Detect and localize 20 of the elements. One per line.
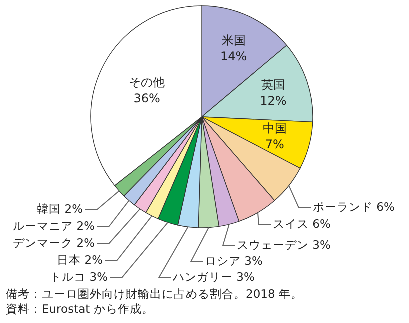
slice-label: トルコ 3% <box>50 270 108 284</box>
slice-label: その他 <box>129 75 166 90</box>
slice-label: スウェーデン 3% <box>237 238 331 252</box>
slice-label: ハンガリー 3% <box>172 270 255 284</box>
slice-label: 中国 <box>262 122 287 136</box>
slice-label: 日本 2% <box>57 253 104 267</box>
data-label: 36% <box>134 91 160 106</box>
slice-label: 米国 <box>222 34 246 48</box>
slice-label: ロシア 3% <box>205 254 263 268</box>
data-label: 12% <box>260 94 287 108</box>
slice-label: ルーマニア 2% <box>13 219 96 233</box>
slice-label: 英国 <box>261 78 286 92</box>
text: 資料：Eurostat から作成。 <box>6 302 154 316</box>
data-label: 14% <box>220 50 248 64</box>
slice-label: 韓国 2% <box>37 202 84 216</box>
text: 備考：ユーロ圏外向け財輸出に占める割合。2018 年。 <box>6 287 303 301</box>
slice-label: スイス 6% <box>273 217 331 231</box>
slice-label: ポーランド 6% <box>313 200 395 214</box>
data-label: 7% <box>265 138 284 152</box>
slice-label: デンマーク 2% <box>13 236 96 250</box>
